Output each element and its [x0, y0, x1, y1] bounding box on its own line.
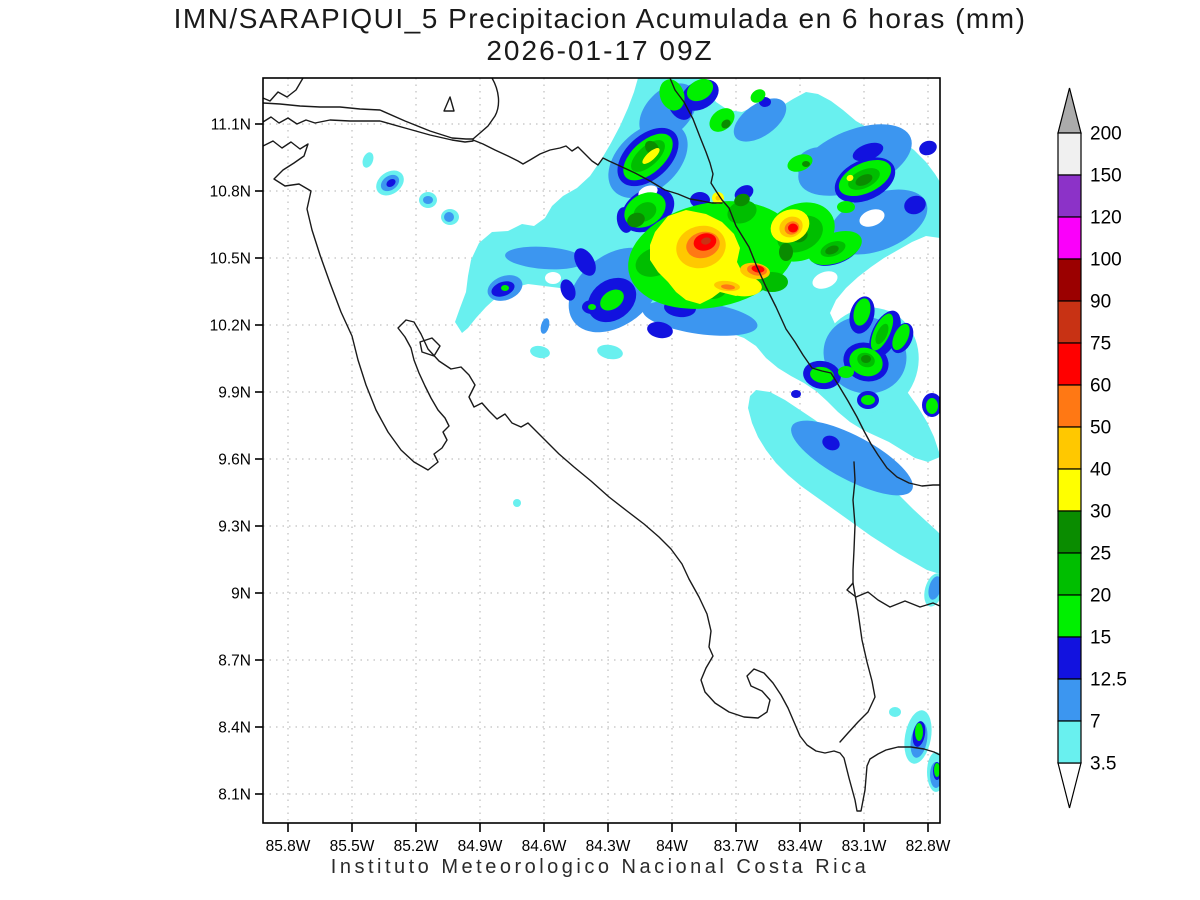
colorbar-level-label: 30	[1090, 502, 1111, 523]
coastline-pacific	[263, 140, 940, 812]
border-costa-rica-panama-south	[839, 582, 876, 743]
lat-tick-label: 8.4N	[218, 720, 251, 737]
colorbar-level-label: 120	[1090, 208, 1122, 229]
coastline-nicaragua-nw	[263, 78, 304, 102]
lon-tick-label: 85.8W	[266, 838, 311, 855]
colorbar-level-label: 15	[1090, 628, 1111, 649]
colorbar-segment	[1057, 342, 1082, 386]
colorbar-level-label: 100	[1090, 250, 1122, 271]
lat-tick-label: 9.6N	[218, 452, 251, 469]
colorbar-legend: 200 150 120 100 90 75 60 50 40 30 25 20 15 12.5 7 3.5	[1057, 87, 1127, 809]
lon-tick-label: 85.2W	[394, 838, 439, 855]
lon-tick-label: 84W	[656, 838, 688, 855]
map-frame	[262, 77, 941, 824]
lake-nicaragua-shore-upper	[263, 102, 474, 140]
colorbar-segment	[1057, 594, 1082, 638]
lake-nicaragua-east-curve	[472, 78, 500, 140]
chart-subtitle-datetime: 2026-01-17 09Z	[486, 35, 714, 66]
colorbar-segment	[1057, 468, 1082, 512]
lat-tick-label: 10.2N	[210, 318, 251, 335]
colorbar-segment	[1057, 174, 1082, 218]
colorbar-level-label: 90	[1090, 292, 1111, 313]
colorbar-level-label: 40	[1090, 460, 1111, 481]
lat-tick-label: 8.7N	[218, 653, 251, 670]
colorbar-segment	[1057, 678, 1082, 722]
colorbar-level-label: 12.5	[1090, 670, 1127, 691]
colorbar-level-label: 20	[1090, 586, 1111, 607]
border-costa-rica-panama-north	[846, 461, 940, 608]
lon-tick-label: 83.4W	[778, 838, 823, 855]
chart-title: IMN/SARAPIQUI_5 Precipitacion Acumulada …	[173, 3, 1027, 34]
colorbar-segment	[1057, 552, 1082, 596]
coastline-caribbean	[669, 78, 940, 487]
colorbar-segment	[1057, 132, 1082, 176]
lat-tick-label: 10.8N	[210, 184, 251, 201]
footer-credit: Instituto Meteorologico Nacional Costa R…	[330, 856, 870, 878]
colorbar-level-label: 3.5	[1090, 754, 1116, 775]
lon-tick-label: 84.9W	[458, 838, 503, 855]
colorbar-segment	[1057, 216, 1082, 260]
colorbar-segment	[1057, 636, 1082, 680]
lon-tick-label: 83.1W	[842, 838, 887, 855]
lat-tick-label: 9.9N	[218, 385, 251, 402]
coastline-borders	[263, 78, 940, 812]
border-costa-rica-nicaragua	[472, 139, 723, 204]
volcano-triangle-marker	[443, 96, 455, 112]
colorbar-segment	[1057, 384, 1082, 428]
lat-tick-label: 10.5N	[210, 251, 251, 268]
lat-tick-label: 9N	[231, 586, 251, 603]
colorbar-arrow-bottom	[1057, 762, 1082, 809]
colorbar-level-label: 150	[1090, 166, 1122, 187]
axis-labels: 11.1N 10.8N 10.5N 10.2N 9.9N 9.6N 9.3N 9N 8.7N 8.…	[210, 117, 951, 856]
colorbar-level-label: 7	[1090, 712, 1101, 733]
lon-tick-label: 84.3W	[586, 838, 631, 855]
colorbar-segment	[1057, 510, 1082, 554]
lat-tick-label: 8.1N	[218, 787, 251, 804]
lon-tick-label: 84.6W	[522, 838, 567, 855]
precipitation-shading	[362, 78, 940, 792]
lat-tick-label: 9.3N	[218, 519, 251, 536]
colorbar-level-label: 60	[1090, 376, 1111, 397]
colorbar-segment	[1057, 300, 1082, 344]
colorbar-segment	[1057, 426, 1082, 470]
colorbar-segment	[1057, 258, 1082, 302]
lake-nicaragua-shore-lower	[263, 116, 474, 143]
colorbar-level-label: 50	[1090, 418, 1111, 439]
colorbar-arrow-top	[1057, 87, 1082, 134]
island-gulf-of-nicoya	[419, 337, 441, 357]
colorbar-level-label: 200	[1090, 124, 1122, 145]
colorbar-level-label: 25	[1090, 544, 1111, 565]
lon-tick-label: 85.5W	[330, 838, 375, 855]
colorbar-segment	[1057, 720, 1082, 764]
lon-tick-label: 82.8W	[906, 838, 951, 855]
colorbar-level-label: 75	[1090, 334, 1111, 355]
lon-tick-label: 83.7W	[714, 838, 759, 855]
lat-tick-label: 11.1N	[211, 117, 251, 134]
